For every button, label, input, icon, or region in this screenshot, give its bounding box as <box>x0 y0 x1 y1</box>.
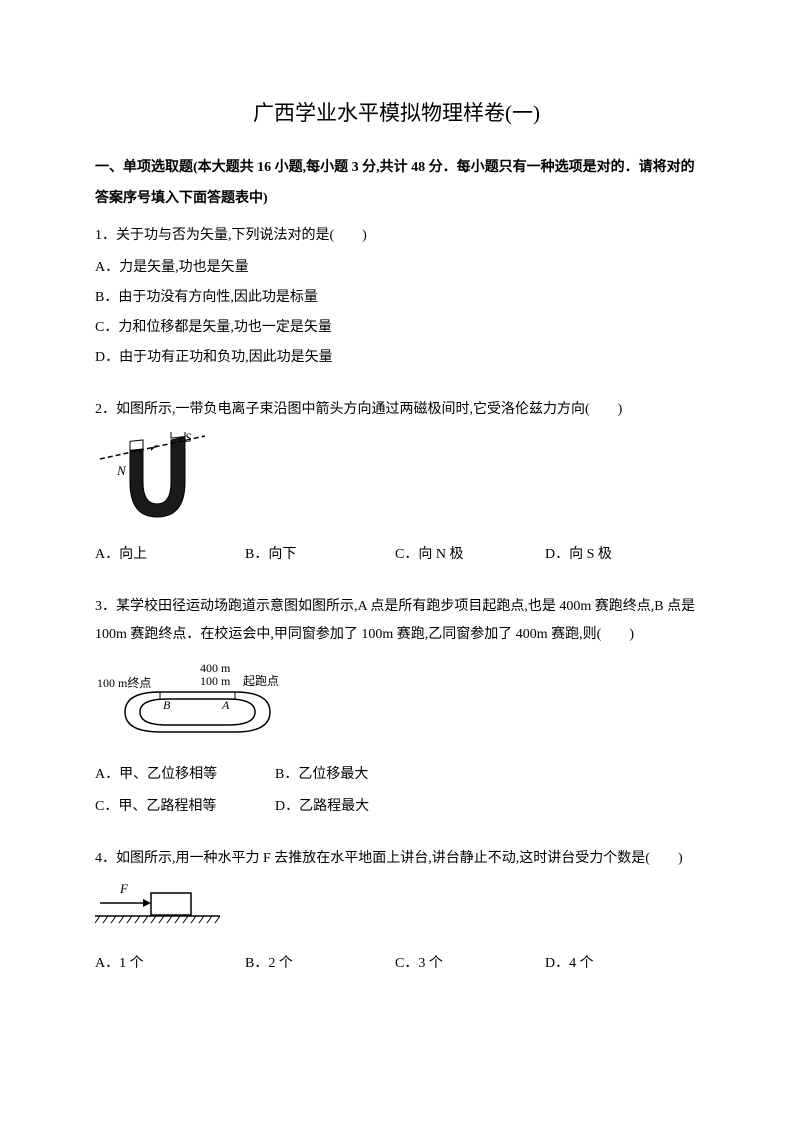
option-a: A．向上 <box>95 541 245 569</box>
option-c: C．甲、乙路程相等 <box>95 793 275 821</box>
svg-text:起跑点: 起跑点 <box>243 674 279 688</box>
option-d: D．由于功有正功和负功,因此功是矢量 <box>95 344 698 372</box>
option-d: D．向 S 极 <box>545 541 695 569</box>
track-figure: 100 m终点 400 m 100 m 起跑点 B A <box>95 657 698 753</box>
option-c: C．向 N 极 <box>395 541 545 569</box>
question-3-options: A．甲、乙位移相等 B．乙位移最大 C．甲、乙路程相等 D．乙路程最大 <box>95 761 698 821</box>
svg-text:400 m: 400 m <box>200 661 231 675</box>
question-3: 3．某学校田径运动场跑道示意图如图所示,A 点是所有跑步项目起跑点,也是 400… <box>95 593 698 821</box>
question-1-options: A．力是矢量,功也是矢量 B．由于功没有方向性,因此功是标量 C．力和位移都是矢… <box>95 254 698 372</box>
svg-text:A: A <box>221 698 230 712</box>
question-1: 1．关于功与否为矢量,下列说法对的是( ) A．力是矢量,功也是矢量 B．由于功… <box>95 222 698 372</box>
svg-text:N: N <box>116 463 127 478</box>
option-b: B．2 个 <box>245 950 395 978</box>
option-d: D．乙路程最大 <box>275 793 455 821</box>
track-icon: 100 m终点 400 m 100 m 起跑点 B A <box>95 657 295 742</box>
svg-text:100 m终点: 100 m终点 <box>97 675 151 690</box>
table-figure: F <box>95 881 698 942</box>
question-3-text: 3．某学校田径运动场跑道示意图如图所示,A 点是所有跑步项目起跑点,也是 400… <box>95 593 698 649</box>
svg-text:100 m: 100 m <box>200 674 231 688</box>
option-c: C．力和位移都是矢量,功也一定是矢量 <box>95 314 698 342</box>
magnet-figure: N S <box>95 432 698 533</box>
svg-text:B: B <box>163 698 171 712</box>
force-table-icon: F <box>95 881 220 931</box>
question-2-options: A．向上 B．向下 C．向 N 极 D．向 S 极 <box>95 541 698 569</box>
magnet-icon: N S <box>95 432 210 522</box>
section-header: 一、单项选取题(本大题共 16 小题,每小题 3 分,共计 48 分．每小题只有… <box>95 153 698 215</box>
option-b: B．乙位移最大 <box>275 761 455 789</box>
option-d: D．4 个 <box>545 950 695 978</box>
page-title: 广西学业水平模拟物理样卷(一) <box>95 95 698 133</box>
option-a: A．1 个 <box>95 950 245 978</box>
option-c: C．3 个 <box>395 950 545 978</box>
question-2: 2．如图所示,一带负电离子束沿图中箭头方向通过两磁极间时,它受洛伦兹力方向( )… <box>95 396 698 569</box>
option-b: B．由于功没有方向性,因此功是标量 <box>95 284 698 312</box>
option-a: A．甲、乙位移相等 <box>95 761 275 789</box>
question-2-text: 2．如图所示,一带负电离子束沿图中箭头方向通过两磁极间时,它受洛伦兹力方向( ) <box>95 396 698 424</box>
option-b: B．向下 <box>245 541 395 569</box>
svg-text:F: F <box>119 881 129 896</box>
question-1-text: 1．关于功与否为矢量,下列说法对的是( ) <box>95 222 698 250</box>
question-4-text: 4．如图所示,用一种水平力 F 去推放在水平地面上讲台,讲台静止不动,这时讲台受… <box>95 845 698 873</box>
option-a: A．力是矢量,功也是矢量 <box>95 254 698 282</box>
question-4: 4．如图所示,用一种水平力 F 去推放在水平地面上讲台,讲台静止不动,这时讲台受… <box>95 845 698 978</box>
question-4-options: A．1 个 B．2 个 C．3 个 D．4 个 <box>95 950 698 978</box>
svg-text:S: S <box>185 432 192 445</box>
